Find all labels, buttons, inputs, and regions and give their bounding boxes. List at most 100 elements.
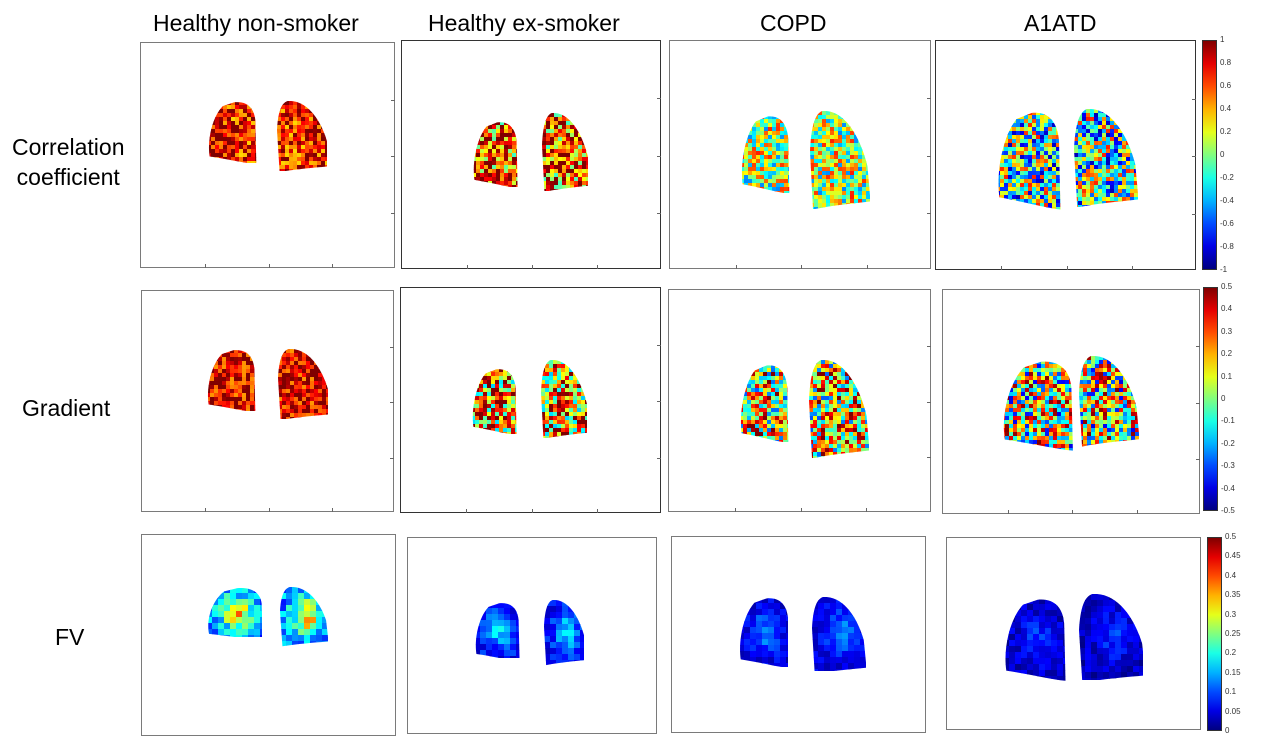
axis-tick [1196,346,1200,348]
axis-tick [927,345,931,347]
axis-tick [268,508,270,512]
axis-tick [1001,266,1003,270]
left-lung [740,365,789,442]
axis-tick [801,265,802,269]
column-title-a1atd: A1ATD [1024,10,1097,36]
lung-heatmap [998,109,1138,210]
axis-tick [927,155,931,157]
colorbar-tick-label: 0.2 [1221,349,1233,359]
column-title-healthy-ex-smoker: Healthy ex-smoker [428,10,620,36]
colorbar-tick-label: -0.2 [1221,438,1235,448]
axis-tick [466,509,468,513]
colorbar-tick-label: 0.05 [1225,706,1241,716]
axis-tick [205,508,207,512]
row-title-fv: FV [55,624,85,650]
left-lung [1005,599,1066,681]
axis-tick [1196,458,1200,460]
colorbar-tick-label: -0.1 [1221,416,1235,426]
axis-tick [268,264,270,268]
colorbar-tick-label: 0.2 [1225,648,1237,658]
column-title-copd: COPD [760,10,827,36]
lung-heatmap [741,111,870,209]
colorbar-tick-label: 0.1 [1221,371,1233,381]
axis-tick [467,265,468,269]
axis-tick [657,457,661,459]
axis-tick [391,156,395,157]
axis-tick [1136,510,1138,514]
lung-heatmap [208,101,327,171]
axis-tick [532,265,533,269]
row-title-correlation-line: Correlation [12,134,125,160]
colorbar-tick-label: 0 [1220,150,1225,159]
lung-panel-r0-c2 [669,40,931,269]
axis-tick [657,212,661,214]
left-lung [207,350,256,411]
right-lung [810,111,870,209]
axis-tick [800,508,802,512]
lung-heatmap [472,360,587,438]
axis-tick [531,509,533,513]
lung-panel-r0-c3 [935,40,1196,270]
lung-heatmap [473,113,588,191]
axis-tick [927,457,931,459]
colorbar-tick-label: 1 [1220,35,1225,44]
left-lung [473,122,518,187]
left-lung [208,587,262,637]
axis-tick [331,508,333,512]
axis-tick [866,265,868,269]
lung-heatmap [1003,356,1139,451]
row-title-correlation-coefficient: Correlation coefficient [12,132,125,192]
colorbar-tick-label: 0.15 [1225,667,1241,677]
right-lung [812,597,866,671]
axis-tick [596,509,598,513]
right-lung [809,360,869,458]
colorbar-tick-label: 0.4 [1221,304,1233,314]
colorbar-tick-label: 0.25 [1225,629,1241,638]
lung-panel-r2-c2 [671,536,926,733]
lung-heatmap [475,600,584,666]
colorbar-tick-label: -0.5 [1221,506,1235,515]
axis-tick [866,508,868,512]
right-lung [278,349,328,419]
right-lung [542,113,588,191]
right-lung [541,360,587,438]
right-lung [544,600,584,666]
right-lung [1079,594,1143,680]
left-lung [1003,361,1073,451]
colorbar-fv [1207,537,1222,731]
row-title-gradient: Gradient [22,395,111,421]
lung-heatmap [740,360,869,458]
colorbar-tick-label: 0.4 [1220,104,1232,113]
axis-tick [390,457,394,459]
colorbar-tick-label: 0.5 [1225,532,1237,541]
colorbar-tick-label: 0.4 [1225,570,1237,580]
left-lung [472,369,517,434]
left-lung [208,102,257,163]
right-lung [1079,356,1139,447]
axis-tick [1007,510,1009,514]
lung-heatmap [740,597,866,671]
colorbar-tick-label: 0 [1225,726,1230,735]
axis-tick [927,212,931,214]
axis-tick [204,264,206,268]
column-title-healthy-non-smoker: Healthy non-smoker [153,10,359,36]
left-lung [740,598,788,667]
lung-panel-r2-c3 [946,537,1201,730]
axis-tick [657,98,661,100]
colorbar-tick-label: -0.4 [1221,483,1235,493]
axis-tick [735,265,737,269]
left-lung [475,603,520,658]
axis-tick [657,401,661,402]
axis-tick [734,508,736,512]
lung-panel-r2-c0 [141,534,396,736]
axis-tick [390,346,394,348]
colorbar-tick-label: -0.4 [1220,196,1234,205]
axis-tick [332,264,334,268]
row-title-coefficient-line: coefficient [16,164,120,190]
axis-tick [1066,266,1068,270]
axis-tick [927,98,931,100]
axis-tick [1131,266,1133,270]
axis-tick [391,99,395,101]
axis-tick [657,344,661,346]
lung-heatmap [207,349,328,419]
